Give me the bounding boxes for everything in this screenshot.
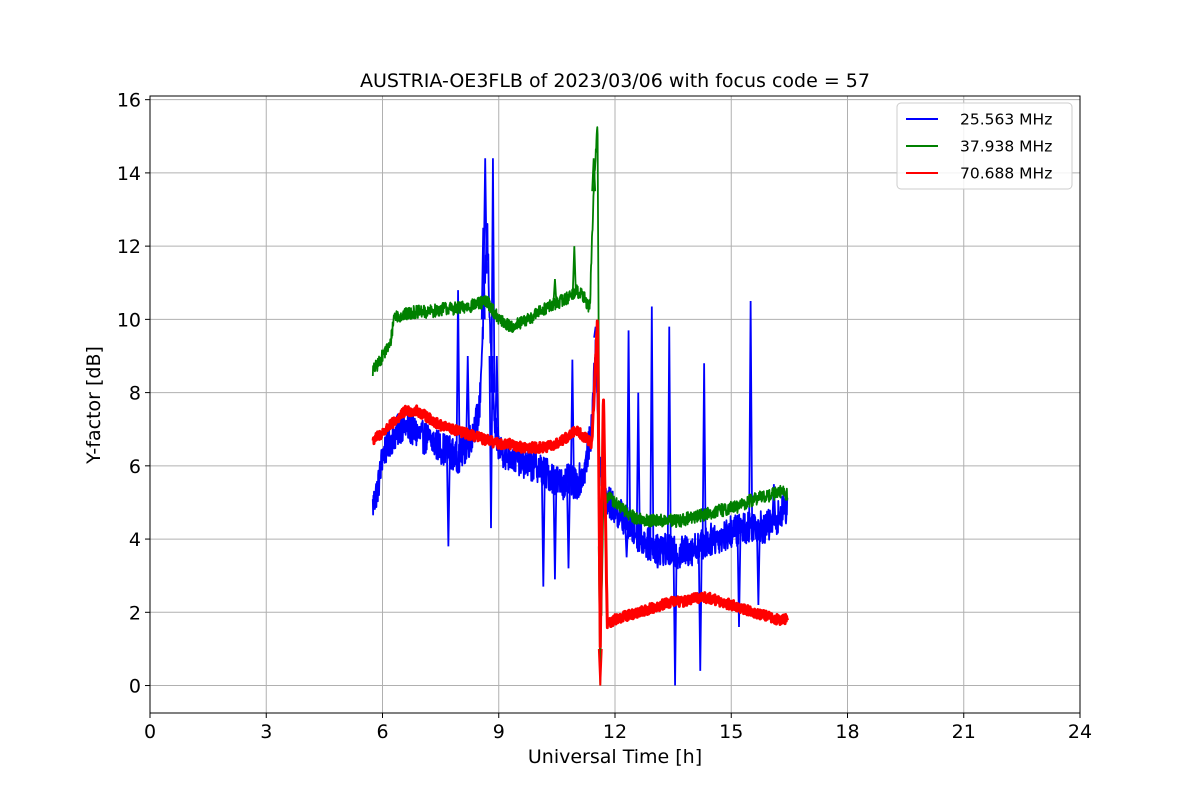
x-tick-label: 18	[835, 721, 859, 743]
x-tick-label: 0	[144, 721, 156, 743]
x-tick-label: 12	[603, 721, 627, 743]
series-dip	[655, 547, 661, 569]
series-dip	[736, 529, 742, 627]
series-spike	[701, 363, 707, 544]
series-spike	[571, 246, 577, 292]
series-spike	[591, 158, 597, 192]
y-tick-label: 16	[117, 90, 141, 112]
series-spike	[569, 359, 575, 483]
x-tick-label: 3	[260, 721, 272, 743]
series-spike	[771, 484, 777, 521]
series-layer	[371, 126, 789, 686]
series-line	[371, 319, 789, 649]
grid-layer	[149, 96, 1081, 713]
series-0	[371, 158, 789, 686]
series-spike	[552, 279, 558, 304]
x-tick-label: 24	[1068, 721, 1092, 743]
series-2	[371, 319, 789, 686]
series-line	[371, 126, 789, 617]
legend-label: 70.688 MHz	[960, 165, 1052, 183]
y-tick-label: 10	[117, 309, 141, 331]
series-dip	[552, 478, 558, 580]
series-dip	[445, 450, 451, 547]
legend: 25.563 MHz 37.938 MHz 70.688 MHz	[896, 102, 1073, 190]
series-spike	[626, 330, 631, 525]
series-spike	[494, 355, 500, 439]
y-axis-label: Y-factor [dB]	[83, 346, 105, 465]
x-tick-label: 6	[376, 721, 388, 743]
y-tick-label: 6	[129, 456, 141, 478]
chart-title: AUSTRIA-OE3FLB of 2023/03/06 with focus …	[360, 70, 870, 92]
series-spike	[635, 392, 641, 536]
x-axis-label: Universal Time [h]	[528, 746, 702, 768]
y-tick-label: 8	[129, 383, 141, 405]
y-tick-label: 12	[117, 236, 141, 258]
y-tick-label: 14	[117, 163, 141, 185]
legend-frame	[896, 102, 1073, 190]
legend-label: 25.563 MHz	[960, 111, 1052, 129]
series-spike	[649, 306, 655, 546]
series-spike	[748, 301, 754, 526]
legend-label: 37.938 MHz	[960, 138, 1052, 156]
series-spike	[666, 326, 672, 552]
series-spike	[455, 290, 461, 457]
series-dip	[566, 480, 571, 569]
y-tick-label: 4	[129, 529, 141, 551]
series-dip	[597, 648, 603, 686]
series-dip	[624, 521, 630, 558]
y-tick-label: 0	[129, 676, 141, 698]
series-dip	[697, 546, 703, 671]
x-tick-label: 21	[952, 721, 976, 743]
x-tick-label: 9	[493, 721, 505, 743]
series-dip	[672, 553, 678, 686]
series-spike	[480, 227, 486, 320]
x-tick-label: 15	[719, 721, 743, 743]
series-spike	[465, 355, 471, 444]
y-tick-label: 2	[129, 602, 141, 624]
series-dip	[488, 355, 494, 529]
series-line	[371, 223, 789, 570]
series-dip	[755, 525, 761, 605]
series-dip	[540, 471, 546, 587]
